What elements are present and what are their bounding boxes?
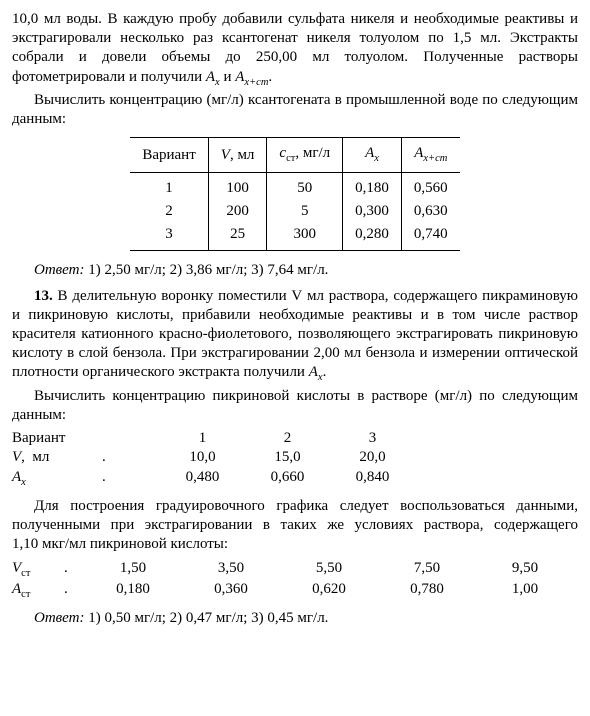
th-axst-sub: x+ст bbox=[423, 153, 447, 164]
th-variant: Вариант bbox=[130, 138, 208, 172]
t3-r2-lab: Aст bbox=[12, 580, 64, 601]
problem-13-text: В делительную воронку поместили V мл рас… bbox=[12, 288, 578, 381]
p1-and: и bbox=[220, 69, 236, 85]
cell: 0,180 bbox=[84, 580, 182, 601]
t2-r2-lab: V, мл bbox=[12, 448, 102, 467]
p1-end: . bbox=[268, 69, 272, 85]
th-c-sub: ст bbox=[286, 153, 295, 164]
cell: 9,50 bbox=[476, 559, 574, 580]
cell: 0,740 bbox=[401, 223, 459, 251]
cell: 100 bbox=[208, 177, 267, 200]
answer-2-label: Ответ: bbox=[34, 610, 84, 626]
t2-r2-unit: , мл bbox=[21, 449, 49, 465]
paragraph-2: Вычислить концентрацию (мг/л) ксантогена… bbox=[12, 91, 578, 129]
cell: 0,560 bbox=[401, 177, 459, 200]
problem-13: 13. В делительную воронку поместили V мл… bbox=[12, 287, 578, 385]
table-row: 1 100 50 0,180 0,560 bbox=[130, 177, 459, 200]
t2-r3-sym: A bbox=[12, 469, 21, 485]
t2-r3-sub: x bbox=[21, 477, 26, 488]
th-axst: Ax+ст bbox=[401, 138, 459, 172]
t2-r3-lab: Ax bbox=[12, 468, 102, 489]
cell: 0,180 bbox=[343, 177, 402, 200]
t3-r1-dot: . bbox=[64, 559, 84, 580]
table-row: Vст . 1,50 3,50 5,50 7,50 9,50 bbox=[12, 559, 574, 580]
cell: 1,50 bbox=[84, 559, 182, 580]
cell: 0,620 bbox=[280, 580, 378, 601]
cell: 10,0 bbox=[160, 448, 245, 467]
answer-1-label: Ответ: bbox=[34, 262, 84, 278]
cell: 7,50 bbox=[378, 559, 476, 580]
paragraph-3: Вычислить концентрацию пикриновой кислот… bbox=[12, 387, 578, 425]
cell: 1 bbox=[160, 429, 245, 448]
cell: 1,00 bbox=[476, 580, 574, 601]
cell: 0,660 bbox=[245, 468, 330, 489]
cell: 3 bbox=[130, 223, 208, 251]
sym-xst: x+ст bbox=[244, 77, 268, 88]
cell: 0,360 bbox=[182, 580, 280, 601]
answer-1-text: 1) 2,50 мг/л; 2) 3,86 мг/л; 3) 7,64 мг/л… bbox=[84, 262, 328, 278]
cell: 2 bbox=[245, 429, 330, 448]
problem-13-num: 13. bbox=[34, 288, 53, 304]
table-1-header: Вариант V, мл cст, мг/л Ax Ax+ст bbox=[130, 138, 459, 172]
th-ax-sym: A bbox=[365, 145, 374, 161]
cell: 0,300 bbox=[343, 200, 402, 223]
t2-r2-dot: . bbox=[102, 448, 160, 467]
table-row: V, мл . 10,0 15,0 20,0 bbox=[12, 448, 415, 467]
answer-1: Ответ: 1) 2,50 мг/л; 2) 3,86 мг/л; 3) 7,… bbox=[12, 261, 578, 280]
t2-r1-lab: Вариант bbox=[12, 429, 102, 448]
answer-2: Ответ: 1) 0,50 мг/л; 2) 0,47 мг/л; 3) 0,… bbox=[12, 609, 578, 628]
cell: 3,50 bbox=[182, 559, 280, 580]
th-axst-sym: A bbox=[414, 145, 423, 161]
cell: 5,50 bbox=[280, 559, 378, 580]
th-ax: Ax bbox=[343, 138, 402, 172]
t2-r2-sym: V bbox=[12, 449, 21, 465]
table-row: 2 200 5 0,300 0,630 bbox=[130, 200, 459, 223]
sym-Ax2: A bbox=[309, 364, 318, 380]
t3-r2-sym: A bbox=[12, 581, 21, 597]
th-v-sym: V bbox=[221, 147, 230, 163]
t3-r2-sub: ст bbox=[21, 589, 30, 600]
cell: 0,480 bbox=[160, 468, 245, 489]
t3-r1-sym: V bbox=[12, 560, 21, 576]
cell: 1 bbox=[130, 177, 208, 200]
table-row: 3 25 300 0,280 0,740 bbox=[130, 223, 459, 251]
table-1: Вариант V, мл cст, мг/л Ax Ax+ст 1 100 5… bbox=[130, 137, 459, 251]
cell: 3 bbox=[330, 429, 415, 448]
table-row: Aст . 0,180 0,360 0,620 0,780 1,00 bbox=[12, 580, 574, 601]
t2-r1-dot bbox=[102, 429, 160, 448]
sym-Ax: A bbox=[206, 69, 215, 85]
cell: 25 bbox=[208, 223, 267, 251]
table-row: Вариант 1 2 3 bbox=[12, 429, 415, 448]
th-c-unit: , мг/л bbox=[295, 145, 330, 161]
cell: 15,0 bbox=[245, 448, 330, 467]
t3-r1-sub: ст bbox=[21, 568, 30, 579]
cell: 50 bbox=[267, 177, 343, 200]
table-3: Vст . 1,50 3,50 5,50 7,50 9,50 Aст . 0,1… bbox=[12, 559, 574, 602]
cell: 200 bbox=[208, 200, 267, 223]
cell: 0,280 bbox=[343, 223, 402, 251]
cell: 0,630 bbox=[401, 200, 459, 223]
paragraph-4: Для построения градуировочного графика с… bbox=[12, 497, 578, 555]
cell: 2 bbox=[130, 200, 208, 223]
th-c: cст, мг/л bbox=[267, 138, 343, 172]
th-ax-sub: x bbox=[374, 153, 379, 164]
cell: 20,0 bbox=[330, 448, 415, 467]
t3-r2-dot: . bbox=[64, 580, 84, 601]
t3-r1-lab: Vст bbox=[12, 559, 64, 580]
th-v: V, мл bbox=[208, 138, 267, 172]
cell: 0,780 bbox=[378, 580, 476, 601]
problem-13-end: . bbox=[323, 364, 327, 380]
cell: 0,840 bbox=[330, 468, 415, 489]
cell: 5 bbox=[267, 200, 343, 223]
paragraph-1: 10,0 мл воды. В каждую пробу добавили су… bbox=[12, 10, 578, 89]
answer-2-text: 1) 0,50 мг/л; 2) 0,47 мг/л; 3) 0,45 мг/л… bbox=[84, 610, 328, 626]
th-v-unit: , мл bbox=[230, 147, 254, 163]
cell: 300 bbox=[267, 223, 343, 251]
table-row: Ax . 0,480 0,660 0,840 bbox=[12, 468, 415, 489]
table-2: Вариант 1 2 3 V, мл . 10,0 15,0 20,0 Ax … bbox=[12, 429, 415, 489]
t2-r3-dot: . bbox=[102, 468, 160, 489]
p1-text: 10,0 мл воды. В каждую пробу добавили су… bbox=[12, 11, 578, 85]
